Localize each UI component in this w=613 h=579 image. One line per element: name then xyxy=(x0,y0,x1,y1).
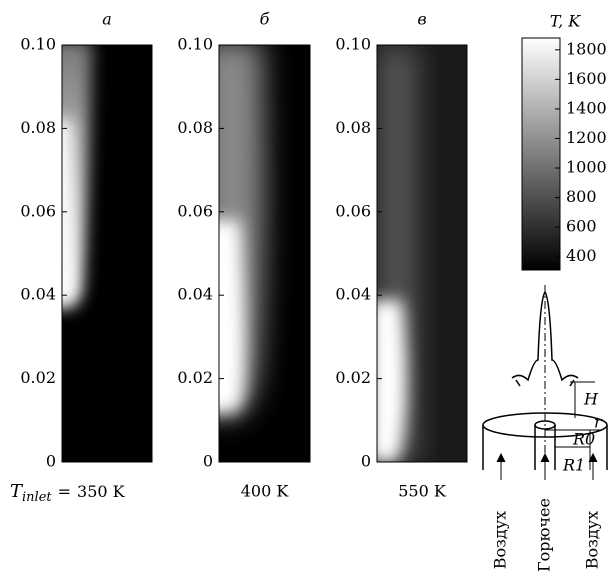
field-a xyxy=(62,45,152,462)
y-tick-label: 0.10 xyxy=(335,35,371,54)
label-air: Воздух xyxy=(491,511,510,569)
y-tick-label: 0.06 xyxy=(335,201,371,220)
y-tick-label: 0.02 xyxy=(335,368,371,387)
colorbar-tick-label: 400 xyxy=(566,246,597,265)
panel-label: б xyxy=(260,10,270,29)
label-fuel: Горючее xyxy=(535,498,554,572)
symbol: T xyxy=(10,481,24,502)
y-tick-label: 0.04 xyxy=(20,285,56,304)
colorbar-tick-label: 600 xyxy=(566,217,597,236)
y-tick-label: 0 xyxy=(361,452,371,471)
y-tick-label: 0.06 xyxy=(177,201,213,220)
burner-diagram xyxy=(482,285,608,480)
plot-frame xyxy=(376,44,468,463)
y-tick-label: 0.08 xyxy=(177,118,213,137)
y-tick-label: 0.04 xyxy=(177,285,213,304)
y-tick-label: 0.08 xyxy=(20,118,56,137)
sign: = xyxy=(58,482,71,501)
y-tick-label: 0.02 xyxy=(177,368,213,387)
y-tick-label: 0.06 xyxy=(20,201,56,220)
value: 350 K xyxy=(77,482,126,501)
y-tick-label: 0.02 xyxy=(20,368,56,387)
x-label: 550 K xyxy=(398,482,447,501)
y-tick-label: 0 xyxy=(203,452,213,471)
y-tick-label: 0.04 xyxy=(335,285,371,304)
y-tick-label: 0.10 xyxy=(177,35,213,54)
y-tick-label: 0.10 xyxy=(20,35,56,54)
y-tick-label: 0 xyxy=(46,452,56,471)
colorbar-tick-label: 1200 xyxy=(566,128,607,147)
colorbar-tick-label: 1600 xyxy=(566,69,607,88)
label-h: H xyxy=(583,390,599,409)
colorbar xyxy=(521,37,561,271)
colorbar-tick-label: 1000 xyxy=(566,158,607,177)
colorbar-title-text: T, K xyxy=(550,12,581,31)
colorbar-tick-label: 1800 xyxy=(566,39,607,58)
x-label: Tinlet = 350 K xyxy=(10,481,126,505)
label-r0: R0 xyxy=(572,430,595,449)
plot-frame xyxy=(218,44,311,463)
colorbar-tick-label: 800 xyxy=(566,187,597,206)
plot-frame xyxy=(61,44,153,463)
field-c xyxy=(377,45,467,462)
label-air: Воздух xyxy=(583,511,602,569)
field-b xyxy=(219,45,310,462)
panel-label: а xyxy=(102,10,112,29)
x-label: 400 K xyxy=(241,482,290,501)
colorbar-tick-label: 1400 xyxy=(566,98,607,117)
panel-label: в xyxy=(417,10,426,29)
y-tick-label: 0.08 xyxy=(335,118,371,137)
label-r1: R1 xyxy=(562,456,585,475)
subscript: inlet xyxy=(22,490,52,505)
colorbar-title: T, K xyxy=(550,12,581,31)
label-r: r xyxy=(594,413,603,432)
